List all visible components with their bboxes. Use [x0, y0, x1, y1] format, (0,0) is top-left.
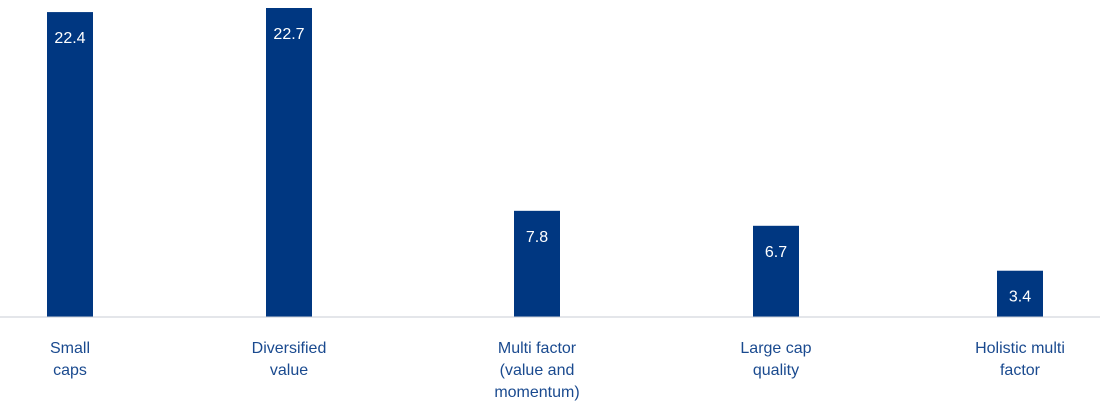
category-label-line: factor	[999, 362, 1040, 379]
bars-group: 22.4 22.7 7.8 6.7 3.4	[47, 8, 1043, 317]
category-label-line: value	[269, 362, 309, 379]
bar-3	[753, 225, 799, 317]
category-label-line: Diversified	[251, 340, 327, 357]
bar-value-label-1: 22.7	[273, 26, 304, 43]
category-label-line: Holistic multi	[975, 340, 1065, 357]
bar-0	[47, 12, 93, 317]
bar-1	[266, 8, 312, 317]
bar-value-label-4: 3.4	[1009, 289, 1031, 306]
category-label-line: quality	[752, 362, 800, 379]
category-label-line: Large cap	[740, 340, 812, 357]
category-label-line: momentum)	[494, 384, 580, 401]
category-label-line: Small	[49, 340, 90, 357]
bar-value-label-3: 6.7	[765, 244, 787, 261]
category-label-3: Large cap quality	[701, 338, 851, 382]
bar-2	[514, 210, 560, 317]
category-label-4: Holistic multi factor	[945, 338, 1095, 382]
bar-value-label-0: 22.4	[54, 30, 85, 47]
category-label-line: (value and	[499, 362, 575, 379]
category-label-1: Diversified value	[214, 338, 364, 382]
category-label-line: caps	[53, 362, 87, 379]
bar-4	[997, 270, 1043, 317]
category-label-0: Small caps	[0, 338, 145, 382]
category-label-2: Multi factor (value and momentum)	[462, 338, 612, 404]
category-label-line: Multi factor	[497, 340, 577, 357]
bar-value-label-2: 7.8	[526, 229, 548, 246]
